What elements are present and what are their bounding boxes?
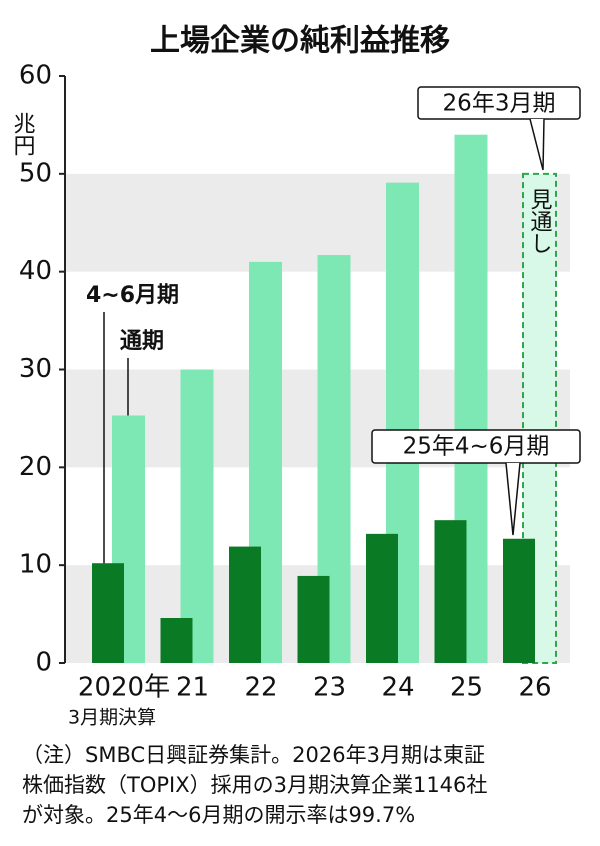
bar — [434, 520, 467, 663]
callout: 26年3月期 — [443, 91, 556, 117]
bar — [503, 538, 535, 663]
bar — [92, 563, 124, 663]
x-tick-label: 26 — [518, 673, 551, 703]
callout-box — [371, 429, 581, 464]
forecast-label: 見通し — [527, 188, 553, 254]
legend-label: 4~6月期 — [86, 283, 179, 308]
y-tick-label: 20 — [19, 452, 52, 482]
x-tick-label: 24 — [381, 673, 414, 703]
x-tick-label: 2020年 — [78, 673, 170, 703]
y-tick-label: 30 — [19, 354, 52, 384]
y-tick-label: 50 — [19, 158, 52, 188]
footnote: （注）SMBC日興証券集計。2026年3月期は東証 — [22, 743, 485, 767]
callout-pointer — [529, 118, 545, 171]
callout-box — [417, 86, 581, 120]
legend-label: 通期 — [120, 329, 164, 354]
footnote: が対象。25年4～6月期の開示率は99.7% — [22, 803, 415, 827]
bar — [297, 575, 330, 663]
y-tick-label: 0 — [35, 648, 52, 678]
y-tick-label: 60 — [19, 61, 52, 91]
y-tick-label: 40 — [19, 256, 52, 286]
x-note: 3月期決算 — [68, 707, 156, 729]
x-tick-label: 25 — [450, 673, 483, 703]
bar — [180, 369, 214, 663]
x-tick-label: 22 — [244, 673, 277, 703]
x-tick-label: 23 — [313, 673, 346, 703]
y-tick-label: 10 — [19, 550, 52, 580]
bar — [160, 617, 193, 663]
y-unit: 兆円 — [10, 112, 35, 156]
bar — [366, 533, 398, 663]
callout-pointer — [505, 462, 521, 536]
chart-title: 上場企業の純利益推移 — [150, 24, 450, 59]
bar — [229, 546, 261, 663]
x-tick-label: 21 — [176, 673, 209, 703]
footnote: 株価指数（TOPIX）採用の3月期決算企業1146社 — [22, 773, 487, 797]
callout: 25年4~6月期 — [403, 434, 550, 460]
